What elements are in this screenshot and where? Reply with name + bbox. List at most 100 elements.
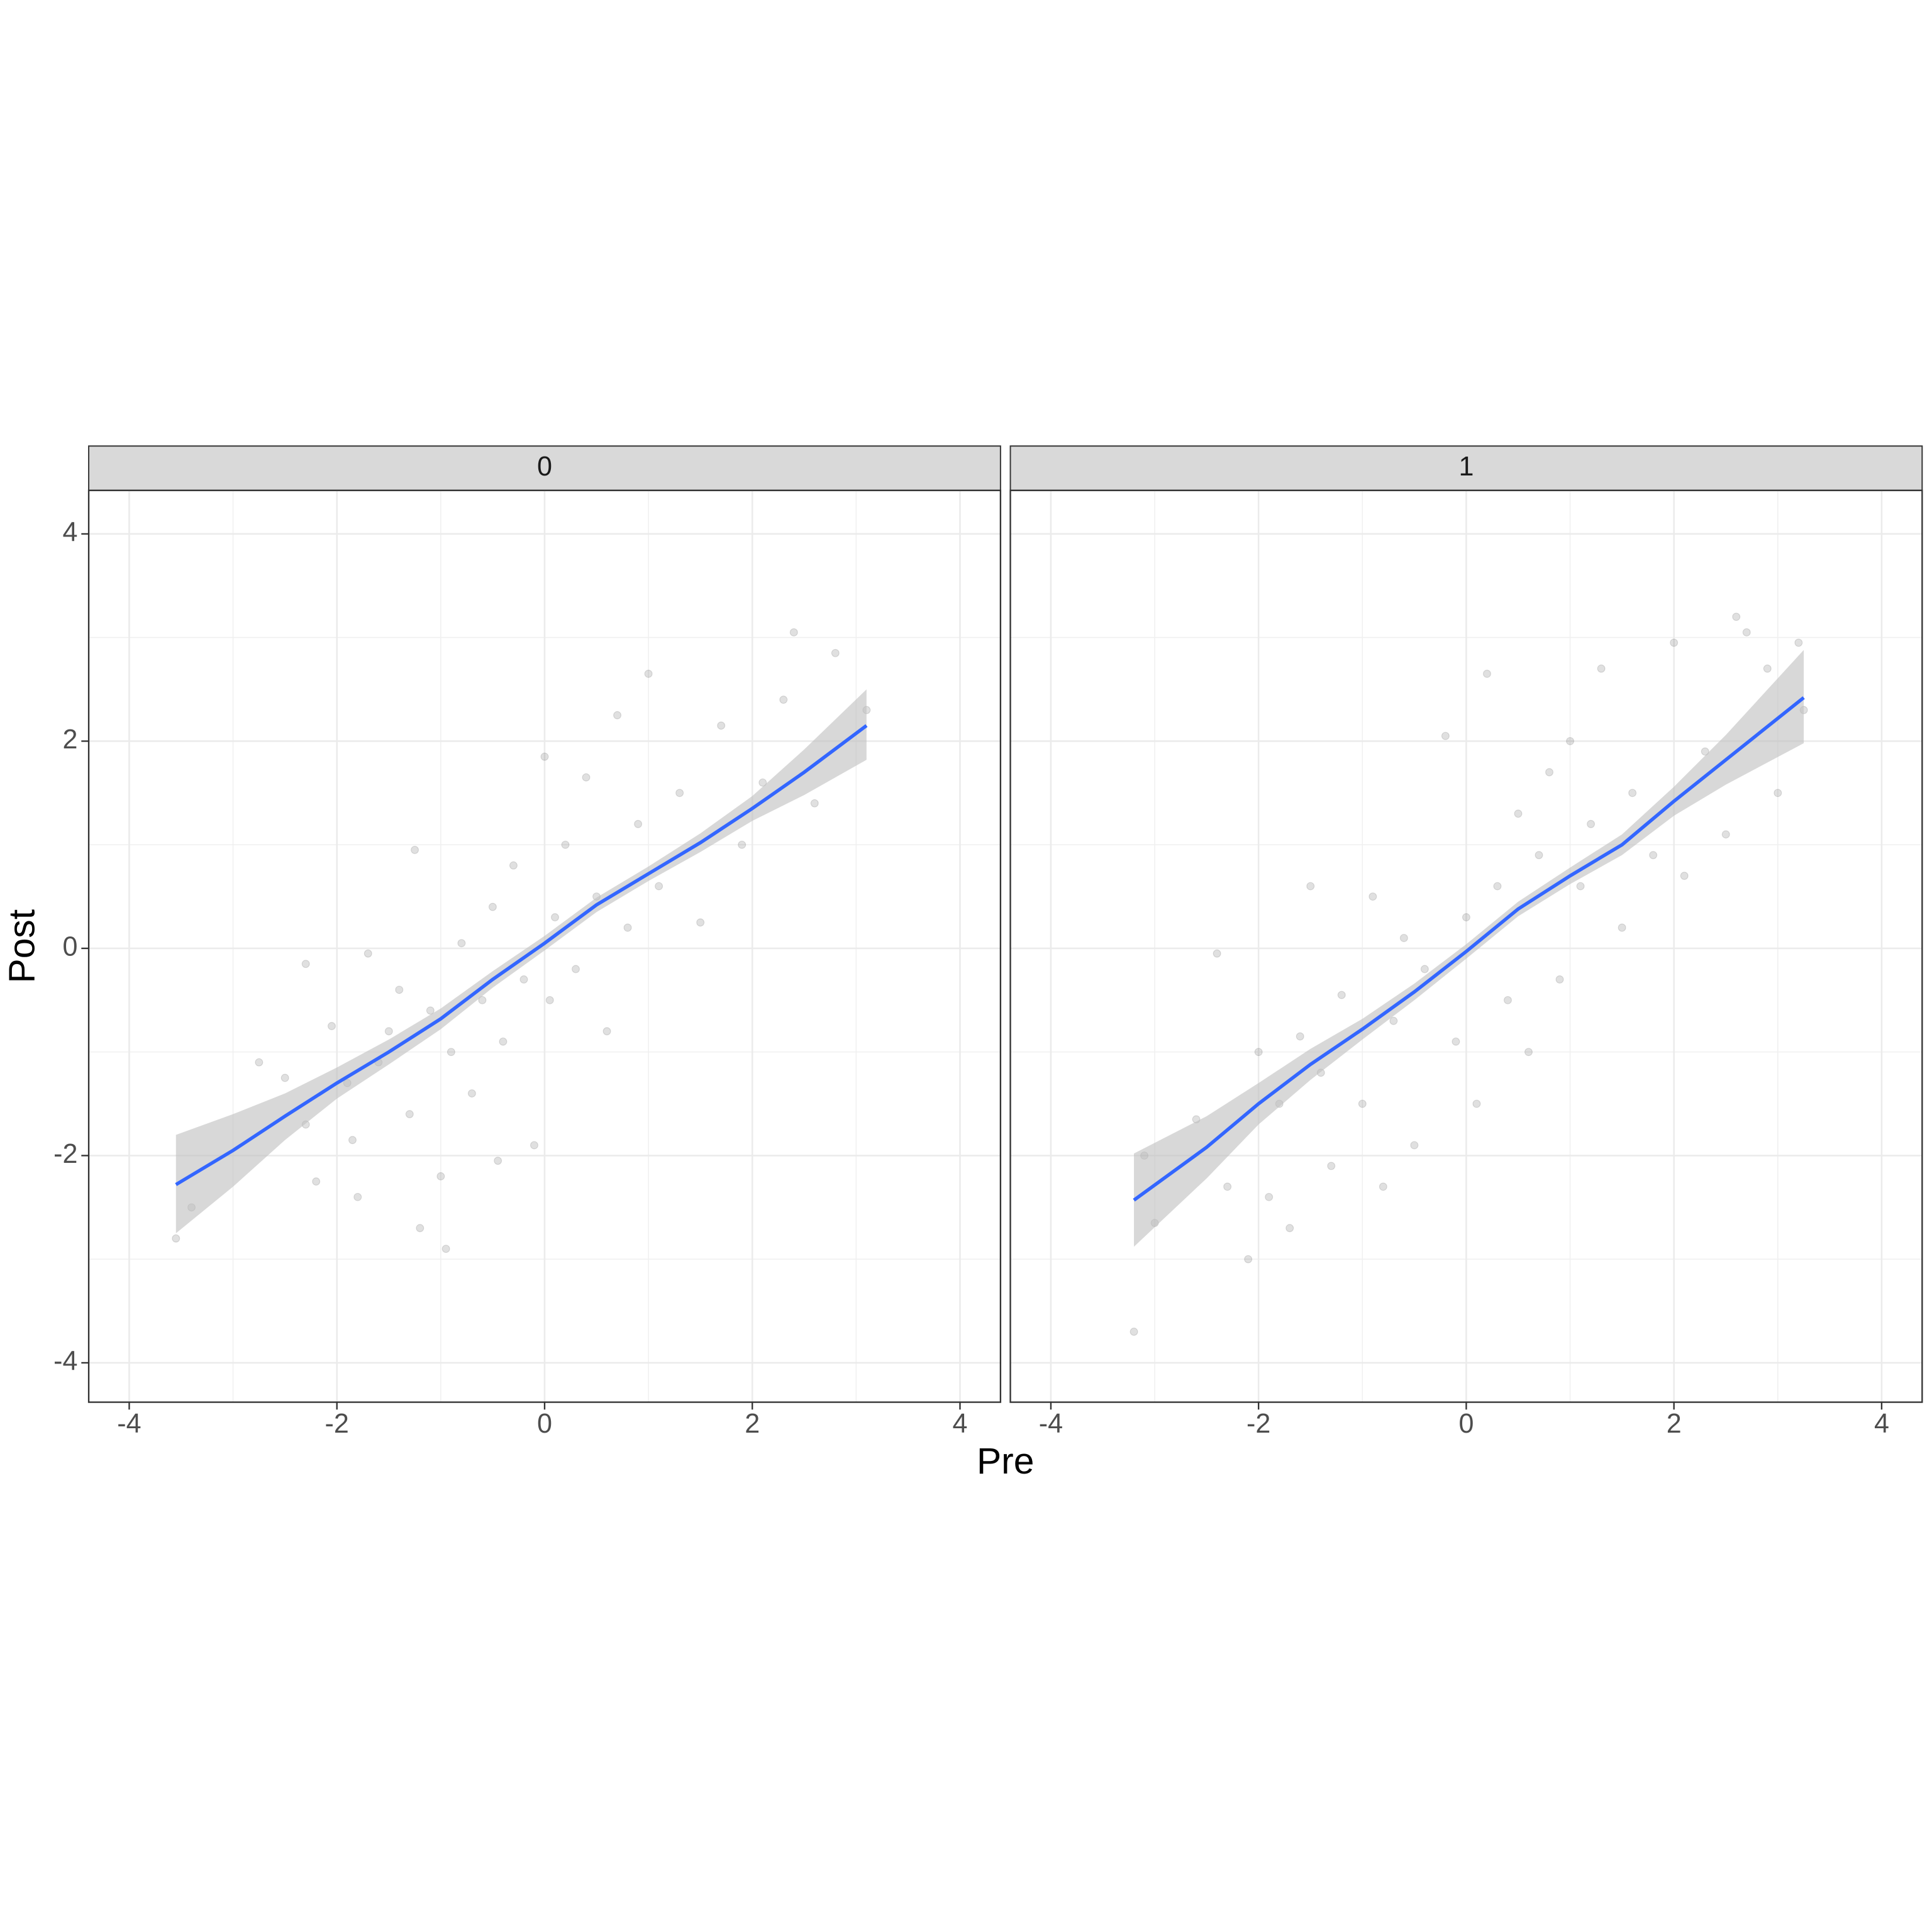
point [758, 778, 767, 787]
point [395, 985, 404, 994]
point [348, 1136, 357, 1145]
y-tick-label: -4 [53, 1346, 77, 1376]
point [1701, 747, 1709, 756]
point [1462, 913, 1470, 921]
facet-title: 0 [537, 452, 552, 482]
point [779, 696, 788, 704]
point [488, 902, 497, 911]
point [494, 1157, 502, 1165]
x-tick-label: -4 [117, 1409, 141, 1439]
point [384, 1027, 393, 1036]
point [1420, 965, 1429, 974]
point [1493, 882, 1502, 891]
x-tick-label: 0 [1458, 1409, 1474, 1439]
point [1472, 1099, 1481, 1108]
point [810, 799, 819, 808]
y-tick-label: -2 [53, 1139, 77, 1169]
point [509, 861, 518, 870]
point [1524, 1048, 1533, 1057]
point [1482, 669, 1491, 678]
point [530, 1141, 538, 1150]
point [1576, 882, 1585, 891]
point [561, 840, 570, 849]
y-tick-label: 2 [62, 724, 77, 755]
point [1597, 664, 1606, 673]
point [696, 918, 705, 927]
point [1368, 892, 1377, 901]
point [1628, 789, 1637, 797]
point [1545, 768, 1553, 777]
point [1535, 851, 1543, 860]
point [1794, 638, 1803, 647]
point [831, 648, 840, 657]
point [717, 721, 726, 730]
point [545, 996, 554, 1004]
point [1379, 1182, 1387, 1191]
point [613, 711, 622, 719]
point [441, 1245, 450, 1253]
point [634, 819, 643, 828]
facet-strip [1009, 445, 1923, 491]
x-tick-label: 2 [745, 1409, 760, 1439]
point [1399, 934, 1408, 942]
point [353, 1192, 362, 1201]
point [1130, 1328, 1138, 1336]
point [1618, 923, 1626, 932]
x-axis-label: Pre [977, 1441, 1034, 1482]
point [1358, 1099, 1367, 1108]
facet-strip [88, 445, 1001, 491]
panel-border [87, 489, 1002, 1403]
point [540, 752, 549, 761]
point [1742, 628, 1751, 636]
point [519, 975, 528, 984]
point [1327, 1162, 1336, 1170]
point [1285, 1224, 1294, 1233]
point [467, 1089, 476, 1098]
x-tick-label: -2 [325, 1409, 349, 1439]
point [1514, 809, 1523, 818]
point [623, 923, 632, 932]
point [1452, 1037, 1460, 1046]
point [405, 1110, 414, 1119]
point [478, 996, 487, 1004]
point [644, 669, 653, 678]
point [1555, 975, 1564, 984]
point [1410, 1141, 1419, 1150]
point [1389, 1016, 1398, 1025]
point [172, 1234, 180, 1243]
point [1566, 736, 1575, 745]
point [1265, 1192, 1274, 1201]
point [1337, 991, 1346, 999]
point [582, 773, 591, 782]
point [364, 949, 372, 958]
point [312, 1177, 321, 1186]
point [1306, 882, 1315, 891]
point [1587, 819, 1596, 828]
x-tick-label: 2 [1667, 1409, 1682, 1439]
y-axis-label: Post [2, 909, 43, 984]
panel-border [1009, 489, 1923, 1403]
point [327, 1022, 336, 1030]
point [1213, 949, 1221, 958]
point [280, 1074, 289, 1082]
point [1732, 613, 1741, 621]
point [602, 1027, 611, 1036]
point [426, 1006, 435, 1015]
point [551, 913, 559, 921]
smooth-line [1133, 696, 1805, 1202]
point [255, 1058, 264, 1067]
point [436, 1172, 445, 1180]
facet-title: 1 [1458, 452, 1474, 482]
point [1774, 789, 1782, 797]
point [301, 960, 310, 969]
point [738, 840, 747, 849]
point [457, 939, 466, 948]
point [1504, 996, 1512, 1004]
point [655, 882, 663, 891]
point [499, 1037, 508, 1046]
point [1244, 1255, 1253, 1263]
x-tick-label: -2 [1246, 1409, 1270, 1439]
point [572, 965, 580, 974]
